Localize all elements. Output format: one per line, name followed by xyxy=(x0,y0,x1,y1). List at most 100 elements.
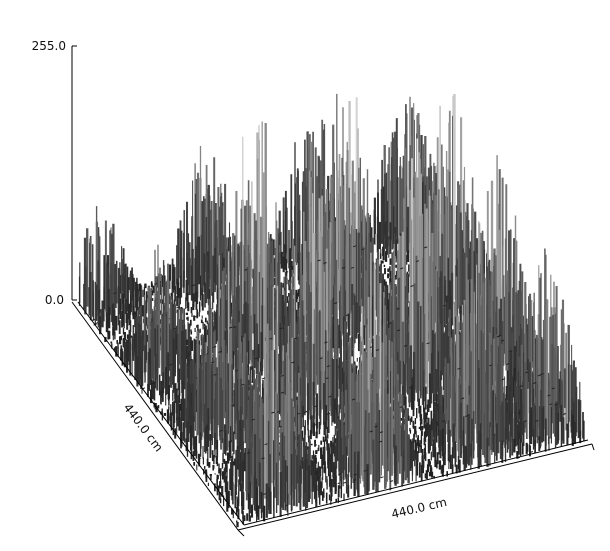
surface-floor-mark xyxy=(151,382,156,385)
surface-floor-mark xyxy=(95,322,99,325)
surface-floor-mark xyxy=(279,327,283,330)
surface-floor-mark xyxy=(554,403,558,406)
surface-floor-mark xyxy=(278,425,282,428)
surface-floor-mark xyxy=(389,480,394,483)
surface-floor-mark xyxy=(261,457,265,460)
surface-floor-mark xyxy=(189,358,193,361)
surface-floor-mark xyxy=(430,444,434,447)
surface-floor-mark xyxy=(211,361,215,364)
surface-floor-mark xyxy=(326,365,331,368)
surface-floor-mark xyxy=(396,308,400,310)
surface-floor-mark xyxy=(519,385,523,388)
surface-floor-mark xyxy=(400,267,404,270)
surface-floor-mark xyxy=(119,335,123,338)
surface-floor-mark xyxy=(441,420,446,423)
surface-floor-mark xyxy=(517,411,521,414)
surface-floor-mark xyxy=(341,266,346,269)
surface-floor-mark xyxy=(246,452,251,454)
surface-floor-mark xyxy=(337,482,341,485)
surface-floor-mark xyxy=(316,476,321,479)
surface-floor-mark xyxy=(523,420,527,423)
surface-floor-mark xyxy=(312,424,316,427)
surface-floor-mark xyxy=(261,377,266,380)
surface-floor-mark xyxy=(291,361,295,364)
surface-floor-mark xyxy=(271,411,275,414)
surface-floor-mark xyxy=(496,335,500,338)
surface-floor-mark xyxy=(264,443,268,446)
surface-floor-mark xyxy=(500,339,505,342)
surface-floor-mark xyxy=(197,457,201,460)
surface-floor-mark xyxy=(424,246,428,249)
surface-floor-mark xyxy=(535,419,539,422)
surface-floor-mark xyxy=(461,397,465,400)
surface-floor-mark xyxy=(363,469,367,472)
surface-floor-mark xyxy=(232,326,237,328)
surface-floor-mark xyxy=(293,337,298,340)
surface-floor-mark xyxy=(369,430,373,433)
surface-floor-mark xyxy=(276,410,280,413)
surface-floor-mark xyxy=(319,357,323,360)
surface-floor-mark xyxy=(352,245,357,248)
surface-floor-mark xyxy=(399,406,403,408)
surface-floor-mark xyxy=(323,262,327,264)
surface-floor-mark xyxy=(410,285,414,287)
surface-floor-mark xyxy=(213,373,217,376)
surface-floor-mark xyxy=(369,346,374,348)
surface-floor-mark xyxy=(353,473,357,476)
surface-floor-mark xyxy=(374,425,378,428)
surface-floor-mark xyxy=(562,413,567,415)
surface-floor-mark xyxy=(345,314,350,317)
surface-floor-mark xyxy=(415,260,420,263)
surface-floor-mark xyxy=(317,259,321,262)
surface-floor-mark xyxy=(342,481,347,484)
surface-floor-mark xyxy=(285,271,289,274)
surface-floor-mark xyxy=(540,373,544,376)
surface-floor-mark xyxy=(501,378,505,381)
surface-floor-mark xyxy=(380,476,384,479)
surface-floor-mark xyxy=(465,415,469,417)
surface-floor-mark xyxy=(303,411,308,413)
surface-floor-mark xyxy=(219,429,223,432)
surface-floor-mark xyxy=(113,292,117,295)
surface-floor-mark xyxy=(213,346,217,348)
surface-floor-mark xyxy=(280,391,285,394)
surface-floor-mark xyxy=(176,306,180,309)
surface-floor-mark xyxy=(228,326,233,329)
surface-floor-mark xyxy=(551,387,555,390)
surface-floor-mark xyxy=(172,327,177,330)
surface-floor-mark xyxy=(91,318,96,321)
surface-floor-mark xyxy=(533,382,537,384)
surface-floor-mark xyxy=(350,266,355,269)
surface-layer xyxy=(78,93,585,528)
surface-floor-mark xyxy=(489,364,493,367)
surface-floor-mark xyxy=(326,412,331,415)
surface-floor-mark xyxy=(478,464,483,467)
surface-floor-mark xyxy=(409,386,413,389)
surface-floor-mark xyxy=(529,451,534,453)
surface-floor-mark xyxy=(457,367,461,370)
surface-floor-mark xyxy=(284,504,289,507)
surface-floor-mark xyxy=(509,350,513,353)
surface-floor-mark xyxy=(379,440,383,443)
surface-floor-mark xyxy=(296,412,301,415)
surface-floor-mark xyxy=(254,357,258,360)
surface-floor-mark xyxy=(195,291,199,294)
surface-floor-mark xyxy=(388,322,392,325)
surface-floor-mark xyxy=(537,374,541,377)
surface-floor-mark xyxy=(327,395,332,398)
surface-floor-mark xyxy=(244,268,248,271)
surface-floor-mark xyxy=(361,248,365,251)
surface-floor-mark xyxy=(251,418,255,421)
surface-floor-mark xyxy=(516,456,521,459)
surface-floor-mark xyxy=(191,284,195,287)
surface-floor-mark xyxy=(235,369,239,372)
surface-floor-mark xyxy=(231,404,235,407)
surface-floor-mark xyxy=(269,337,273,340)
surface-floor-mark xyxy=(375,349,380,351)
surface-floor-mark xyxy=(325,377,329,380)
surface-floor-mark xyxy=(547,394,551,397)
surface-floor-mark xyxy=(280,374,284,377)
surface-floor-mark xyxy=(262,493,266,496)
surface-floor-mark xyxy=(338,473,342,476)
